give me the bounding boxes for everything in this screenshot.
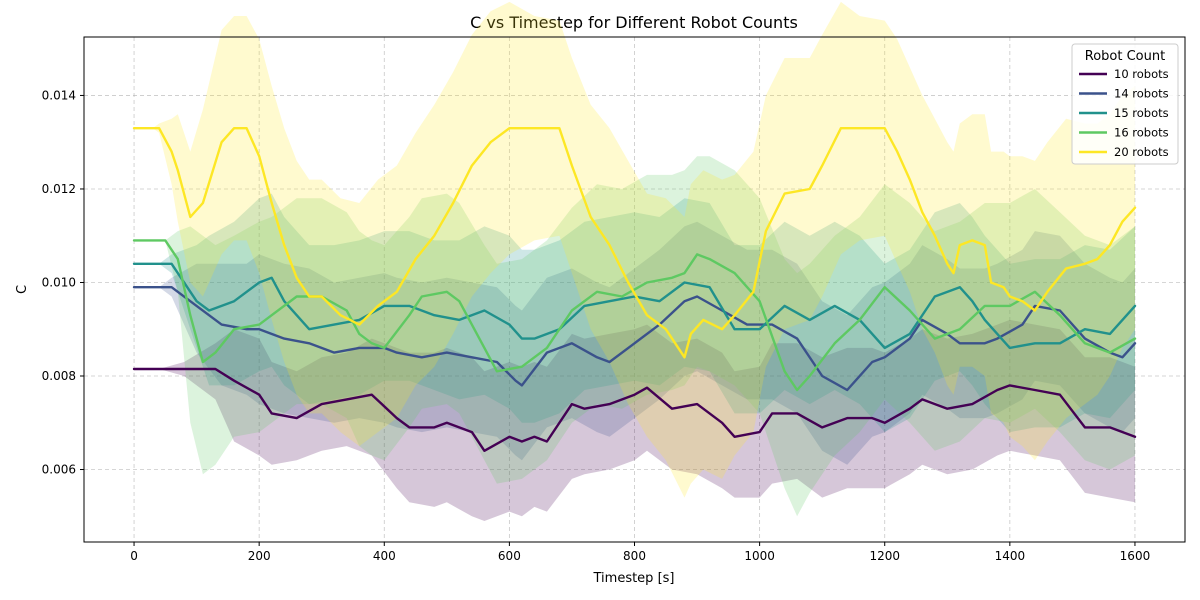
legend-label: 20 robots: [1114, 145, 1169, 159]
confidence-bands: [134, 1, 1135, 521]
confidence-band-3: [134, 193, 1135, 433]
series-lines: [132, 126, 1137, 452]
y-tick-label: 0.010: [42, 275, 76, 289]
legend-label: 15 robots: [1114, 106, 1169, 120]
y-tick-label: 0.006: [42, 463, 76, 477]
x-tick-label: 1000: [744, 549, 775, 563]
x-tick-label: 1400: [995, 549, 1026, 563]
x-tick-label: 0: [130, 549, 138, 563]
x-tick-label: 1600: [1120, 549, 1151, 563]
y-axis-label: C: [15, 285, 30, 294]
legend-label: 10 robots: [1114, 67, 1169, 81]
chart-title: C vs Timestep for Different Robot Counts: [470, 13, 798, 32]
confidence-band-4: [134, 156, 1135, 517]
x-tick-label: 600: [498, 549, 521, 563]
legend-title: Robot Count: [1085, 49, 1165, 64]
series-line-2: [132, 286, 1137, 392]
series-line-5: [132, 126, 1137, 359]
series-line-3: [132, 262, 1137, 350]
series-line-4: [132, 239, 1137, 392]
legend-items: 10 robots 14 robots 15 robots 16 robots 20 r…: [1079, 67, 1169, 159]
confidence-band-1: [134, 319, 1135, 521]
x-tick-label: 800: [623, 549, 646, 563]
x-tick-label: 400: [373, 549, 396, 563]
legend-label: 16 robots: [1114, 126, 1169, 140]
y-tick-label: 0.012: [42, 182, 76, 196]
series-line-1: [132, 367, 1137, 452]
y-tick-label: 0.008: [42, 369, 76, 383]
x-axis-label: Timestep [s]: [593, 571, 675, 586]
axis-ticks: 0 200 400 600 800 1000 1200 1400 1600 0.006 0.008 0…: [42, 88, 1151, 563]
y-tick-label: 0.014: [42, 88, 76, 102]
x-tick-label: 1200: [869, 549, 900, 563]
legend-label: 14 robots: [1114, 87, 1169, 101]
confidence-band-5: [134, 1, 1135, 498]
x-tick-label: 200: [248, 549, 271, 563]
